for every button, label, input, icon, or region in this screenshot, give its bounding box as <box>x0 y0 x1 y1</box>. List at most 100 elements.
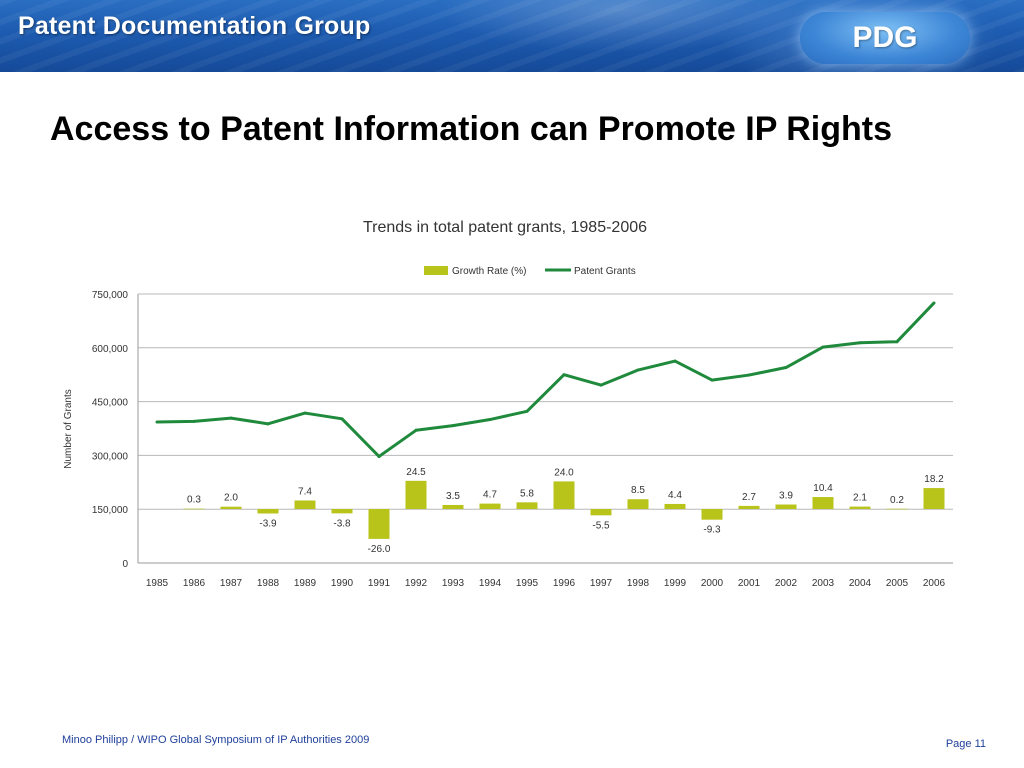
grant-point-2004 <box>858 341 862 345</box>
growth-bar-1992 <box>405 480 427 509</box>
growth-label-1995: 5.8 <box>520 488 534 499</box>
growth-label-1996: 24.0 <box>554 467 574 478</box>
pdg-logo-text: PDG <box>852 21 918 54</box>
group-title: Patent Documentation Group <box>18 12 371 40</box>
growth-label-1994: 4.7 <box>483 490 497 501</box>
grant-point-2006 <box>932 301 936 305</box>
grant-point-1998 <box>636 368 640 372</box>
growth-label-2005: 0.2 <box>890 495 904 506</box>
y-tick-label: 300,000 <box>92 451 129 462</box>
growth-label-1993: 3.5 <box>446 491 460 502</box>
growth-label-1991: -26.0 <box>368 544 391 555</box>
growth-bar-1997 <box>590 509 612 516</box>
x-tick-label-1998: 1998 <box>627 578 650 589</box>
growth-bar-1986 <box>183 508 205 510</box>
x-tick-label-1994: 1994 <box>479 578 502 589</box>
growth-bar-1995 <box>516 502 538 509</box>
y-tick-label: 450,000 <box>92 398 129 409</box>
grant-point-1988 <box>266 422 270 426</box>
growth-label-1992: 24.5 <box>406 467 426 478</box>
grant-point-2005 <box>895 340 899 344</box>
y-tick-label: 600,000 <box>92 344 129 355</box>
x-tick-labels: 1985 1986 1987 1988 1989 1990 1991 1992 1993 1994… <box>146 578 946 589</box>
grant-point-1993 <box>451 424 455 428</box>
x-tick-label-2001: 2001 <box>738 578 761 589</box>
grant-point-2001 <box>747 373 751 377</box>
legend-line-label: Patent Grants <box>574 266 636 277</box>
growth-bar-2006 <box>923 488 945 509</box>
grant-point-2000 <box>710 378 714 382</box>
slide-title: Access to Patent Information can Promote… <box>50 110 892 148</box>
x-tick-label-1985: 1985 <box>146 578 169 589</box>
growth-bar-2004 <box>849 506 871 509</box>
y-tick-label: 0 <box>122 559 128 570</box>
x-tick-label-1995: 1995 <box>516 578 539 589</box>
growth-bar-1990 <box>331 509 353 514</box>
grant-point-2003 <box>821 345 825 349</box>
patent-grants-polyline <box>156 301 936 458</box>
growth-label-1987: 2.0 <box>224 493 238 504</box>
growth-rate-labels: 0.3 2.0 -3.9 7.4 -3.8 -26.0 24.5 3.5 4.7 5.8 24.0 -… <box>187 467 944 555</box>
legend-bar-label: Growth Rate (%) <box>452 266 526 277</box>
x-tick-label-2002: 2002 <box>775 578 798 589</box>
x-tick-label-2005: 2005 <box>886 578 909 589</box>
grant-point-2002 <box>784 366 788 370</box>
x-tick-label-1992: 1992 <box>405 578 428 589</box>
x-tick-label-1988: 1988 <box>257 578 280 589</box>
x-tick-label-1990: 1990 <box>331 578 354 589</box>
growth-label-2000: -9.3 <box>703 525 721 536</box>
x-tick-label-1991: 1991 <box>368 578 391 589</box>
growth-label-1999: 4.4 <box>668 490 682 501</box>
patent-grants-line <box>155 301 936 458</box>
growth-bar-1999 <box>664 503 686 509</box>
x-tick-label-1997: 1997 <box>590 578 613 589</box>
grant-point-1989 <box>303 411 307 415</box>
page-number: Page 11 <box>945 738 986 750</box>
legend-bar-swatch <box>424 266 448 275</box>
grant-point-1996 <box>562 373 566 377</box>
growth-label-2006: 18.2 <box>924 474 944 485</box>
x-tick-label-2006: 2006 <box>923 578 946 589</box>
x-tick-label-2003: 2003 <box>812 578 835 589</box>
growth-bar-1988 <box>257 509 279 514</box>
grant-point-1994 <box>488 418 492 422</box>
x-tick-label-2000: 2000 <box>701 578 724 589</box>
grant-point-1990 <box>340 417 344 421</box>
grant-point-1999 <box>673 359 677 363</box>
growth-label-2001: 2.7 <box>742 492 756 503</box>
growth-bar-1991 <box>368 509 390 539</box>
growth-bar-1996 <box>553 481 575 509</box>
growth-rate-bars <box>183 480 945 539</box>
x-tick-label-1993: 1993 <box>442 578 465 589</box>
growth-label-1990: -3.8 <box>333 518 351 529</box>
grant-point-1987 <box>229 416 233 420</box>
growth-label-1997: -5.5 <box>592 520 610 531</box>
y-tick-label: 750,000 <box>92 290 129 301</box>
growth-label-2003: 10.4 <box>813 483 833 494</box>
growth-label-1988: -3.9 <box>259 518 277 529</box>
header-banner: Patent Documentation Group PDG <box>0 0 1024 72</box>
grant-point-1985 <box>155 420 159 424</box>
growth-bar-1994 <box>479 503 501 509</box>
grant-point-1986 <box>192 419 196 423</box>
growth-bar-2001 <box>738 505 760 509</box>
x-tick-label-1987: 1987 <box>220 578 243 589</box>
growth-bar-1989 <box>294 500 316 509</box>
growth-bar-2002 <box>775 504 797 509</box>
growth-label-1986: 0.3 <box>187 495 201 506</box>
grant-point-1997 <box>599 383 603 387</box>
grant-point-1991 <box>377 454 381 458</box>
x-tick-label-1986: 1986 <box>183 578 206 589</box>
x-tick-label-1996: 1996 <box>553 578 576 589</box>
x-tick-label-1989: 1989 <box>294 578 317 589</box>
grant-point-1995 <box>525 409 529 413</box>
grant-point-1992 <box>414 428 418 432</box>
y-tick-labels: 0 150,000 300,000 450,000 600,000 750,000 <box>92 290 129 570</box>
growth-bar-2005 <box>886 508 908 510</box>
growth-label-2004: 2.1 <box>853 493 867 504</box>
chart-title: Trends in total patent grants, 1985-2006 <box>363 219 647 236</box>
growth-bar-2000 <box>701 509 723 520</box>
growth-label-1998: 8.5 <box>631 485 645 496</box>
growth-bar-1993 <box>442 504 464 509</box>
